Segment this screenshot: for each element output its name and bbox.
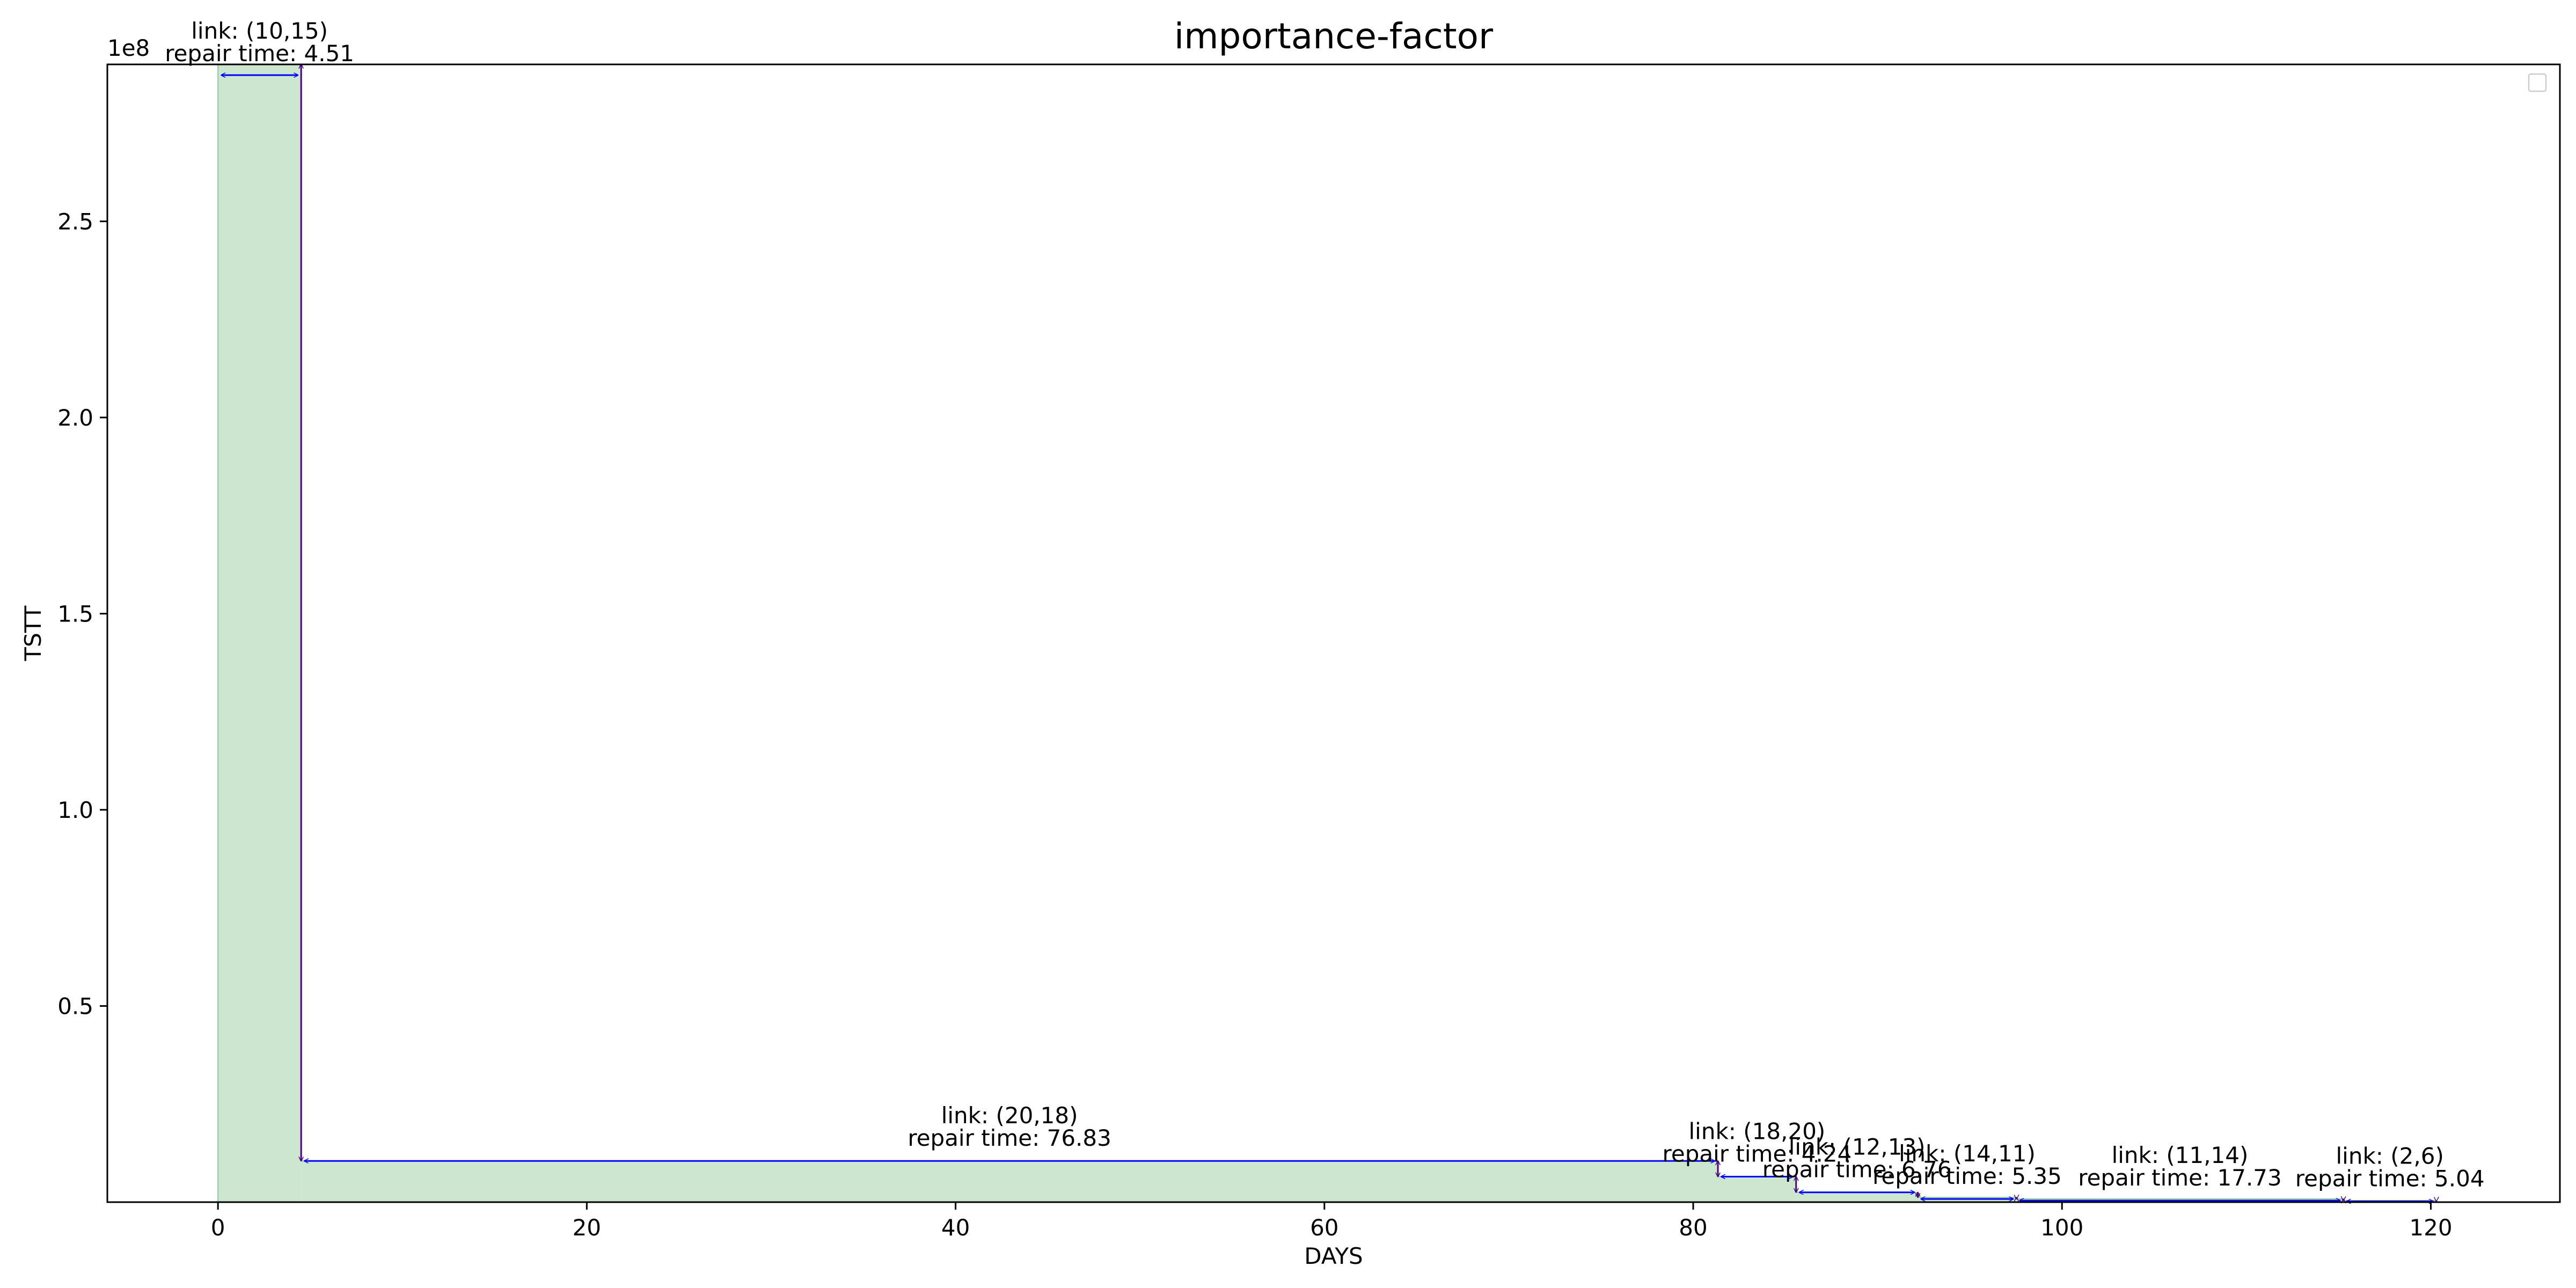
annotation-repair-label: repair time: 17.73 bbox=[2078, 1165, 2282, 1191]
area-step bbox=[218, 64, 302, 1202]
annotation-link-label: link: (2,6) bbox=[2336, 1143, 2444, 1169]
drop-arrows bbox=[301, 64, 2436, 1201]
annotation-link-label: link: (20,18) bbox=[941, 1102, 1078, 1129]
chart-title: importance-factor bbox=[1174, 16, 1494, 57]
y-scale-label: 1e8 bbox=[107, 35, 150, 61]
x-tick-label: 60 bbox=[1310, 1214, 1338, 1241]
annotation-repair-label: repair time: 4.24 bbox=[1663, 1140, 1852, 1167]
y-tick-label: 1.0 bbox=[57, 797, 93, 823]
area-step bbox=[1718, 1176, 1796, 1202]
y-tick-label: 0.5 bbox=[57, 993, 93, 1019]
x-tick-label: 40 bbox=[941, 1214, 970, 1241]
legend-box bbox=[2528, 73, 2547, 92]
area-step bbox=[1796, 1192, 1918, 1202]
x-tick-label: 120 bbox=[2409, 1214, 2452, 1241]
annotation-repair-label: repair time: 5.04 bbox=[2295, 1166, 2485, 1192]
x-tick-label: 20 bbox=[573, 1214, 601, 1241]
area-step bbox=[301, 1161, 1718, 1202]
x-tick-label: 100 bbox=[2040, 1214, 2083, 1241]
y-tick-label: 1.5 bbox=[57, 601, 93, 627]
area-fill bbox=[217, 64, 2437, 1202]
y-tick-label: 2.0 bbox=[57, 405, 93, 431]
annotation-repair-label: repair time: 76.83 bbox=[908, 1125, 1111, 1151]
y-tick-label: 2.5 bbox=[57, 208, 93, 235]
annotation-repair-label: repair time: 4.51 bbox=[165, 40, 354, 67]
annotation-link-label: link: (11,14) bbox=[2112, 1142, 2249, 1168]
area-outline bbox=[217, 64, 2437, 1202]
plot-frame bbox=[106, 63, 2561, 1203]
annotations: link: (10,15)repair time: 4.51 link: (20,… bbox=[165, 18, 2485, 1202]
y-axis-ticks: 0.5 1.0 1.5 2.0 2.5 bbox=[57, 208, 107, 1019]
annotation-link-label: link: (18,20) bbox=[1689, 1118, 1826, 1144]
y-axis-label: TSTT bbox=[20, 605, 46, 661]
annotation-link-label: link: (12,13) bbox=[1789, 1134, 1926, 1160]
annotation-link-label: link: (14,11) bbox=[1899, 1140, 2036, 1167]
x-axis-label: DAYS bbox=[1304, 1243, 1363, 1269]
x-axis-ticks: 0 20 40 60 80 100 120 bbox=[211, 1202, 2453, 1241]
annotation-link-label: link: (10,15) bbox=[191, 18, 328, 44]
annotation-repair-label: repair time: 6.76 bbox=[1762, 1157, 1952, 1183]
x-tick-label: 0 bbox=[211, 1214, 225, 1241]
annotation-repair-label: repair time: 5.35 bbox=[1872, 1163, 2062, 1189]
x-tick-label: 80 bbox=[1679, 1214, 1707, 1241]
